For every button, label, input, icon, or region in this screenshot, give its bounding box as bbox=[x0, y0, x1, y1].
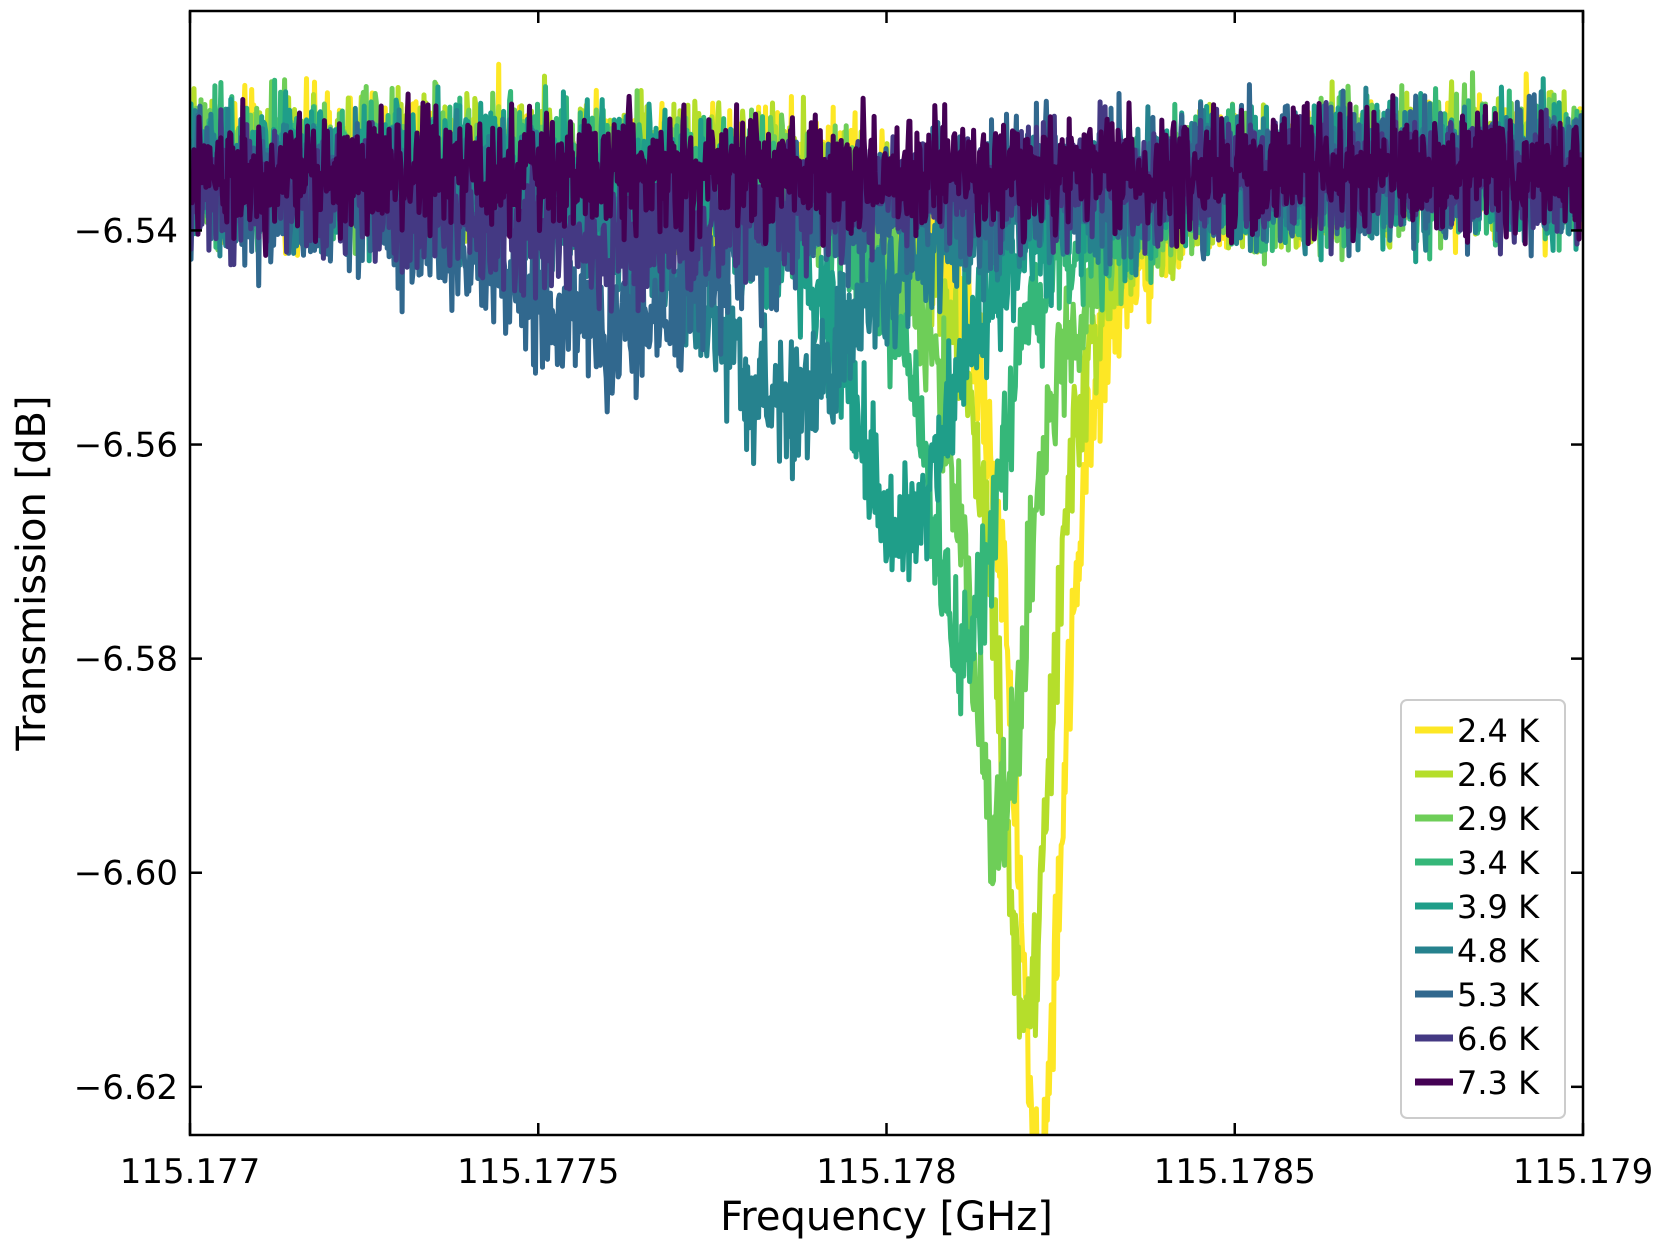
x-tick-label: 115.179 bbox=[1513, 1152, 1654, 1192]
y-axis-title: Transmission [dB] bbox=[9, 395, 55, 751]
x-tick-label: 115.178 bbox=[816, 1152, 957, 1192]
legend-label: 4.8 K bbox=[1457, 932, 1540, 970]
legend-label: 2.9 K bbox=[1457, 800, 1540, 838]
x-axis-title: Frequency [GHz] bbox=[720, 1194, 1053, 1240]
legend-label: 3.9 K bbox=[1457, 888, 1540, 926]
x-tick-label: 115.1775 bbox=[457, 1152, 619, 1192]
y-tick-label: −6.54 bbox=[74, 211, 178, 251]
legend-box bbox=[1400, 699, 1566, 1119]
legend: 2.4 K 2.6 K 2.9 K 3.4 K 3.9 K 4.8 K 5.3 K 6.6 K… bbox=[1400, 699, 1566, 1119]
x-tick-label: 115.177 bbox=[120, 1152, 261, 1192]
y-tick-label: −6.62 bbox=[74, 1068, 178, 1108]
legend-label: 3.4 K bbox=[1457, 844, 1540, 882]
legend-label: 5.3 K bbox=[1457, 976, 1540, 1014]
legend-label: 2.6 K bbox=[1457, 756, 1540, 794]
y-tick-label: −6.60 bbox=[74, 854, 178, 894]
x-axis-ticks: 115.177 115.1775 115.178 115.1785 115.179 bbox=[120, 11, 1654, 1192]
y-tick-label: −6.58 bbox=[74, 640, 178, 680]
legend-label: 2.4 K bbox=[1457, 712, 1540, 750]
legend-label: 7.3 K bbox=[1457, 1064, 1540, 1102]
y-tick-label: −6.56 bbox=[74, 426, 178, 466]
y-axis-ticks: −6.54 −6.56 −6.58 −6.60 −6.62 bbox=[74, 211, 1583, 1108]
series-line-7.3k bbox=[190, 91, 1583, 258]
x-tick-label: 115.1785 bbox=[1154, 1152, 1316, 1192]
plot-series-group bbox=[190, 61, 1583, 1135]
legend-label: 6.6 K bbox=[1457, 1020, 1540, 1058]
